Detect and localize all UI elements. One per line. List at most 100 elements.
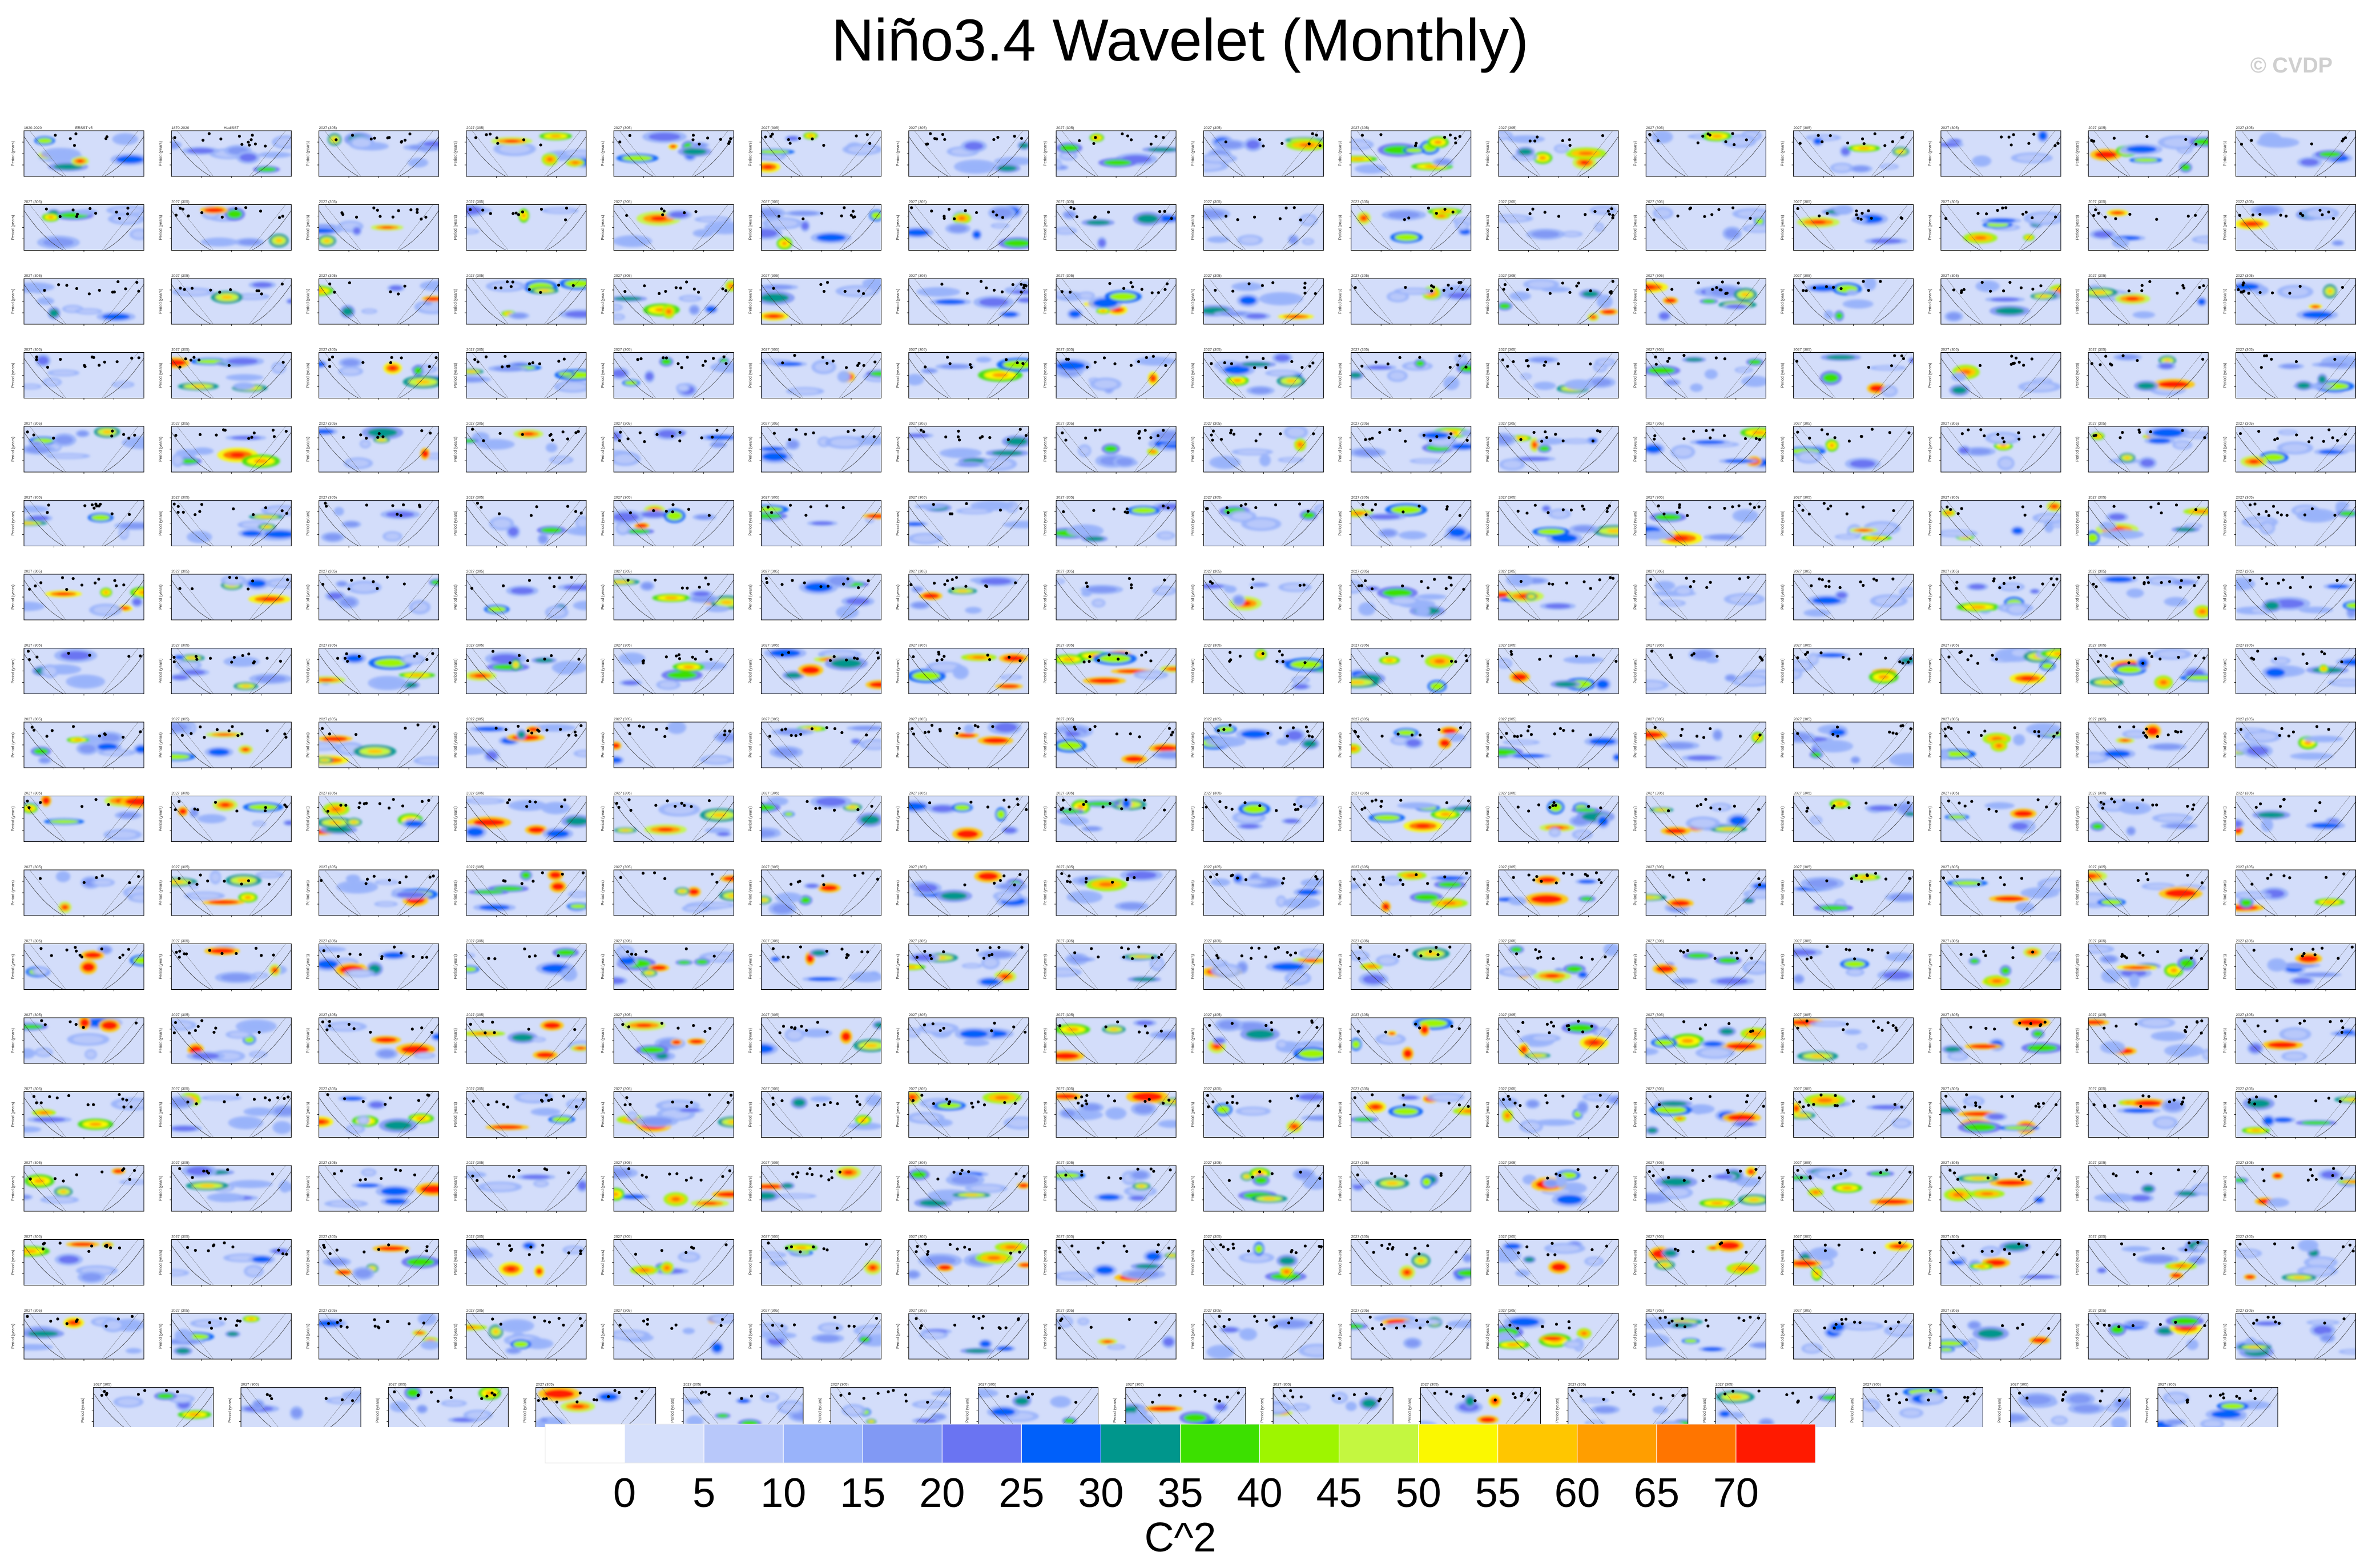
panel-ylabel: Period (years) (1339, 437, 1343, 462)
panel-ylabel: Period (years) (11, 437, 15, 462)
panel-ylabel: Period (years) (601, 732, 605, 757)
panel-ylabel: Period (years) (454, 363, 458, 388)
panel-ylabel: Period (years) (1486, 141, 1490, 166)
colorbar-tick-label: 45 (1316, 1470, 1362, 1516)
panel-ylabel: Period (years) (307, 289, 311, 314)
panel-ylabel: Period (years) (1044, 511, 1048, 536)
panel-period-label: 2027 (305) (1646, 496, 1664, 500)
panel-ylabel: Period (years) (2224, 585, 2228, 610)
panel-ylabel: Period (years) (1339, 732, 1343, 757)
wavelet-panel: 2027 (305) Period (years) (159, 496, 292, 548)
panel-ylabel: Period (years) (896, 363, 900, 388)
wavelet-panel: 2027 (305) Period (years) (1633, 422, 1766, 474)
panel-period-label: 2027 (305) (1499, 200, 1516, 204)
panel-period-label: 2027 (305) (1203, 200, 1221, 204)
panel-ylabel: Period (years) (1781, 215, 1785, 240)
panel-ylabel: Period (years) (1191, 215, 1195, 240)
panel-period-label: 2027 (305) (2236, 570, 2254, 574)
wavelet-panel: 2027 (305) Period (years) (1191, 200, 1324, 252)
wavelet-panel: 2027 (305) Period (years) (1486, 126, 1619, 178)
wavelet-panel: 2027 (305) Period (years) (1781, 274, 1914, 326)
panel-period-label: 2027 (305) (614, 718, 631, 721)
panel-ylabel: Period (years) (896, 215, 900, 240)
panel-period-label: 2027 (305) (762, 644, 779, 648)
panel-period-label: 2027 (305) (171, 570, 189, 574)
panel-period-label: 2027 (305) (2088, 570, 2106, 574)
panel-period-label: 2027 (305) (1499, 126, 1516, 130)
wavelet-panel: 2027 (305) Period (years) (1928, 200, 2061, 252)
wavelet-panel: 2027 (305) Period (years) (749, 348, 881, 400)
wavelet-panel: 2027 (305) Period (years) (1633, 644, 1766, 696)
wavelet-panel: 2027 (305) Period (years) (2076, 570, 2209, 622)
wavelet-panel-grid: 1920-2020 ERSST v5 Period (years) 1870-2020… (11, 126, 2356, 1427)
panel-ylabel: Period (years) (1633, 437, 1637, 462)
panel-ylabel: Period (years) (1633, 363, 1637, 388)
panel-ylabel: Period (years) (1486, 511, 1490, 536)
panel-ylabel: Period (years) (1044, 659, 1048, 684)
wavelet-panel: 2027 (305) Period (years) (11, 496, 144, 548)
wavelet-panel: 2027 (305) Period (years) (11, 644, 144, 696)
wavelet-panel: 2027 (305) Period (years) (1191, 570, 1324, 622)
wavelet-panel: 2027 (305) Period (years) (601, 422, 734, 474)
colorbar-tick-label: 5 (692, 1470, 715, 1516)
panel-ylabel: Period (years) (1928, 289, 1932, 314)
panel-period-label: 2027 (305) (1056, 126, 1074, 130)
wavelet-panel: 2027 (305) Period (years) (1191, 348, 1324, 400)
colorbar-box-9 (1259, 1424, 1340, 1464)
wavelet-panel: 2027 (305) Period (years) (2224, 644, 2356, 696)
panel-ylabel: Period (years) (1044, 363, 1048, 388)
panel-ylabel: Period (years) (2076, 363, 2080, 388)
panel-period-label: 2027 (305) (2236, 126, 2254, 130)
panel-period-label: 2027 (305) (762, 496, 779, 500)
panel-period-label: 2027 (305) (1646, 348, 1664, 352)
colorbar-box-3 (783, 1424, 863, 1464)
panel-ylabel: Period (years) (1191, 732, 1195, 757)
panel-ylabel: Period (years) (1781, 511, 1785, 536)
panel-period-label: 2027 (305) (2236, 200, 2254, 204)
colorbar-tick-label: 40 (1237, 1470, 1283, 1516)
panel-period-label: 1920-2020 (24, 126, 42, 130)
panel-ylabel: Period (years) (749, 511, 753, 536)
panel-period-label: 2027 (305) (1056, 422, 1074, 426)
panel-period-label: 2027 (305) (319, 200, 337, 204)
panel-ylabel: Period (years) (601, 141, 605, 166)
panel-ylabel: Period (years) (1633, 289, 1637, 314)
panel-period-label: 2027 (305) (909, 274, 927, 278)
panel-ylabel: Period (years) (2076, 585, 2080, 610)
wavelet-panel: 2027 (305) Period (years) (159, 348, 292, 400)
wavelet-panel: 2027 (305) Period (years) (1044, 570, 1177, 622)
panel-period-label: 2027 (305) (319, 570, 337, 574)
wavelet-panel: 2027 (305) Period (years) (1191, 274, 1324, 326)
panel-ylabel: Period (years) (896, 659, 900, 684)
panel-period-label: 2027 (305) (1203, 348, 1221, 352)
panel-period-label: 2027 (305) (762, 126, 779, 130)
panel-ylabel: Period (years) (1781, 585, 1785, 610)
wavelet-panel: 2027 (305) Period (years) (1781, 496, 1914, 548)
panel-period-label: 2027 (305) (1499, 570, 1516, 574)
wavelet-panel: 2027 (305) Period (years) (601, 718, 734, 769)
panel-period-label: 2027 (305) (762, 348, 779, 352)
panel-ylabel: Period (years) (1191, 363, 1195, 388)
panel-ylabel: Period (years) (601, 585, 605, 610)
panel-period-label: 2027 (305) (614, 644, 631, 648)
panel-period-label: 2027 (305) (319, 496, 337, 500)
panel-period-label: 2027 (305) (2088, 644, 2106, 648)
wavelet-panel: 2027 (305) Period (years) (1781, 570, 1914, 622)
panel-period-label: 2027 (305) (614, 570, 631, 574)
panel-period-label: 2027 (305) (614, 496, 631, 500)
panel-ylabel: Period (years) (1044, 732, 1048, 757)
wavelet-panel: 2027 (305) Period (years) (1044, 644, 1177, 696)
panel-ylabel: Period (years) (307, 585, 311, 610)
panel-period-label: 2027 (305) (466, 718, 484, 721)
wavelet-panel: 2027 (305) Period (years) (1486, 644, 1619, 696)
panel-ylabel: Period (years) (1339, 659, 1343, 684)
wavelet-panel: 2027 (305) Period (years) (896, 348, 1029, 400)
panel-ylabel: Period (years) (11, 585, 15, 610)
wavelet-panel: 2027 (305) Period (years) (896, 644, 1029, 696)
panel-ylabel: Period (years) (1928, 437, 1932, 462)
colorbar-box-14 (1656, 1424, 1737, 1464)
panel-ylabel: Period (years) (1633, 659, 1637, 684)
panel-ylabel: Period (years) (1486, 732, 1490, 757)
wavelet-panel: 2027 (305) Period (years) (307, 422, 440, 474)
wavelet-panel: 2027 (305) Period (years) (1339, 126, 1472, 178)
